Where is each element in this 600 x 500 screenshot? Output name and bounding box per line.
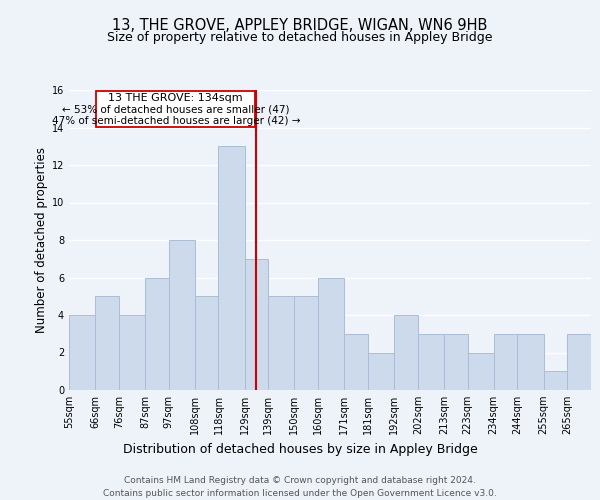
Bar xyxy=(119,315,145,390)
Bar xyxy=(394,315,418,390)
Text: Contains public sector information licensed under the Open Government Licence v3: Contains public sector information licen… xyxy=(103,489,497,498)
Bar xyxy=(418,334,444,390)
Text: Contains HM Land Registry data © Crown copyright and database right 2024.: Contains HM Land Registry data © Crown c… xyxy=(124,476,476,485)
Bar xyxy=(567,334,591,390)
Bar xyxy=(544,371,567,390)
Text: ← 53% of detached houses are smaller (47): ← 53% of detached houses are smaller (47… xyxy=(62,104,290,115)
Text: 47% of semi-detached houses are larger (42) →: 47% of semi-detached houses are larger (… xyxy=(52,116,300,126)
Bar xyxy=(344,334,368,390)
Text: Distribution of detached houses by size in Appley Bridge: Distribution of detached houses by size … xyxy=(122,442,478,456)
Bar xyxy=(218,146,245,390)
Text: 13, THE GROVE, APPLEY BRIDGE, WIGAN, WN6 9HB: 13, THE GROVE, APPLEY BRIDGE, WIGAN, WN6… xyxy=(112,18,488,32)
Bar xyxy=(268,296,295,390)
Bar xyxy=(295,296,318,390)
FancyBboxPatch shape xyxy=(96,91,255,126)
Bar xyxy=(145,278,169,390)
Bar xyxy=(95,296,119,390)
Text: 13 THE GROVE: 134sqm: 13 THE GROVE: 134sqm xyxy=(109,94,243,104)
Bar xyxy=(444,334,467,390)
Bar xyxy=(368,352,394,390)
Text: Size of property relative to detached houses in Appley Bridge: Size of property relative to detached ho… xyxy=(107,31,493,44)
Bar xyxy=(195,296,218,390)
Bar xyxy=(467,352,494,390)
Bar xyxy=(245,259,268,390)
Bar xyxy=(517,334,544,390)
Bar xyxy=(494,334,517,390)
Bar xyxy=(169,240,195,390)
Bar xyxy=(318,278,344,390)
Y-axis label: Number of detached properties: Number of detached properties xyxy=(35,147,47,333)
Bar xyxy=(69,315,95,390)
